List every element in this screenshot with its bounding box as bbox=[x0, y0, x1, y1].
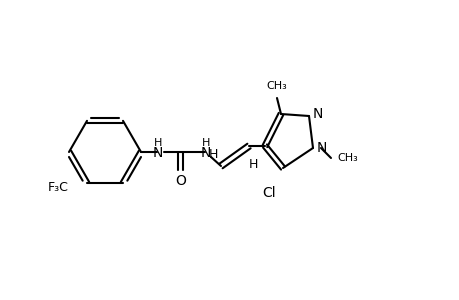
Text: F₃C: F₃C bbox=[48, 181, 69, 194]
Text: N: N bbox=[201, 146, 211, 160]
Text: Cl: Cl bbox=[262, 186, 275, 200]
Text: N: N bbox=[316, 141, 327, 155]
Text: CH₃: CH₃ bbox=[266, 81, 287, 91]
Text: H: H bbox=[248, 158, 257, 170]
Text: N: N bbox=[312, 107, 323, 121]
Text: H: H bbox=[208, 148, 217, 160]
Text: H: H bbox=[202, 138, 210, 148]
Text: O: O bbox=[175, 174, 186, 188]
Text: CH₃: CH₃ bbox=[336, 153, 357, 163]
Text: H: H bbox=[153, 138, 162, 148]
Text: N: N bbox=[152, 146, 163, 160]
